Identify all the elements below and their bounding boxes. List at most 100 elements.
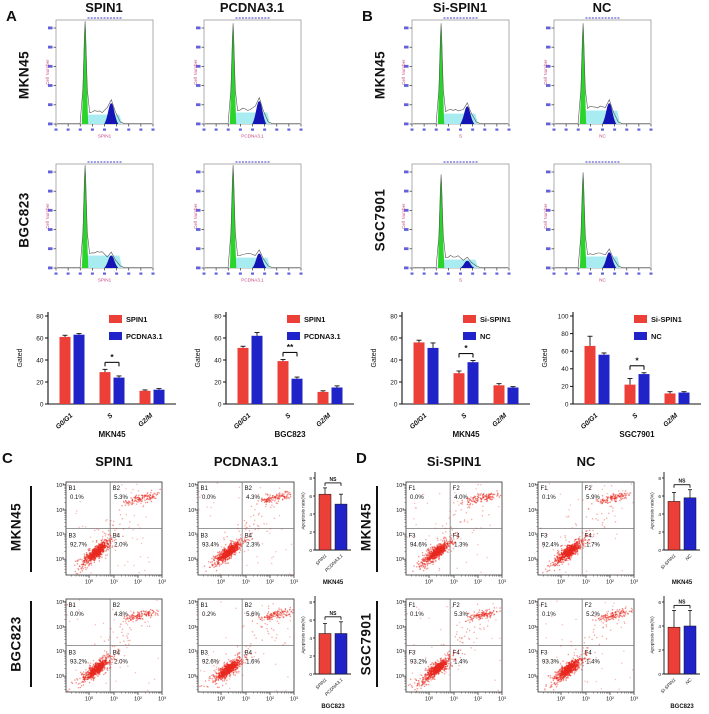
- axis-tick-mark: [287, 272, 291, 275]
- axis-tick-mark: [48, 26, 53, 30]
- quadrant-name: B1: [69, 486, 77, 492]
- quadrant-value: 92.6%: [202, 660, 220, 666]
- apoptosis-bar-chart: 0 2 4 6 8 Apoptosis rate(%) SPIN1 PCDNA3.1 NS MKN…: [299, 458, 357, 595]
- axis-tick-mark: [238, 128, 242, 131]
- apoptosis-scatter-plot: 10³ 10² 10¹ 10⁰ 10⁰ 10¹ 10² 10³ B1 0.1% B2 5.3% B3 92…: [38, 480, 168, 599]
- hist-x-axis-label: PCDNA3.1: [241, 134, 264, 139]
- axis-tick-mark: [263, 272, 267, 275]
- hist-x-axis-label: S: [459, 134, 462, 139]
- x-tick-label: 10¹: [450, 580, 458, 586]
- bar-PCDNA3.1: [113, 377, 125, 404]
- plot-frame: [411, 163, 510, 269]
- bar-Si-SPIN1: [624, 384, 636, 404]
- hist-x-axis-label: PCDNA3.1: [241, 278, 264, 283]
- cell-cycle-histogram: Cell Number S: [398, 14, 516, 151]
- quadrant-value: 93.4%: [202, 543, 220, 549]
- x-tick-label: 10¹: [450, 697, 458, 703]
- axis-tick-mark: [66, 272, 70, 275]
- y-tick-label: 2: [309, 654, 312, 660]
- axis-tick-mark: [48, 189, 53, 193]
- bar-PCDNA3.1: [291, 378, 303, 404]
- x-tick-label: 10²: [474, 697, 482, 703]
- cell-cycle-histogram: Cell Number SPIN1: [42, 14, 160, 151]
- y-tick-label: 10²: [188, 625, 196, 631]
- y-tick-label: 10¹: [188, 532, 196, 538]
- bar-Si-SPIN1: [453, 373, 465, 404]
- x-category-label: Si-SPIN1: [660, 553, 677, 570]
- panel-d-col-header-1: Si-SPIN1: [426, 454, 482, 469]
- y-tick-label: 4: [658, 512, 661, 518]
- bar-SPIN1: [277, 361, 289, 404]
- quadrant-name: F4: [585, 651, 593, 657]
- quadrant-value: 0.2%: [202, 612, 216, 618]
- axis-tick-mark: [78, 128, 82, 131]
- axis-tick-mark: [546, 84, 551, 87]
- axis-tick-mark: [139, 272, 143, 275]
- y-tick-label: 4: [309, 512, 312, 518]
- hist-y-axis-label: Cell Number: [401, 59, 406, 85]
- y-tick-label: 10³: [528, 483, 536, 489]
- plot-frame: [553, 19, 652, 125]
- axis-tick-mark: [546, 266, 551, 270]
- bar-NC: [507, 387, 519, 404]
- x-category-label: S: [631, 412, 639, 421]
- x-tick-label: 10²: [606, 697, 614, 703]
- hist-x-axis-label: S: [459, 278, 462, 283]
- x-tick-label: 10²: [134, 697, 142, 703]
- axis-tick-mark: [214, 128, 218, 131]
- y-tick-label: 80: [561, 331, 569, 338]
- axis-tick-mark: [483, 272, 487, 275]
- axis-tick-mark: [404, 64, 409, 68]
- bar-PCDNA3.1: [334, 633, 348, 675]
- bar-SPIN1: [318, 633, 332, 675]
- quadrant-name: F3: [541, 534, 549, 540]
- axis-tick-mark: [613, 272, 617, 275]
- y-tick-label: 10²: [528, 508, 536, 514]
- axis-tick-mark: [90, 128, 94, 131]
- quadrant-value: 1.4%: [586, 660, 600, 666]
- y-tick-label: 2: [309, 530, 312, 536]
- row-axis-line: [30, 601, 32, 687]
- quadrant-value: 93.3%: [542, 660, 560, 666]
- axis-tick-mark: [287, 128, 291, 131]
- axis-tick-mark: [446, 272, 450, 275]
- legend-label: NC: [651, 332, 662, 341]
- axis-tick-mark: [196, 84, 201, 87]
- plot-frame: [411, 19, 510, 125]
- row-axis-line: [376, 601, 378, 687]
- axis-tick-mark: [48, 170, 53, 174]
- significance-label: **: [287, 342, 294, 352]
- y-tick-label: 10³: [188, 483, 196, 489]
- x-category-label: G2/M: [491, 412, 508, 429]
- y-tick-label: 10¹: [56, 532, 64, 538]
- quadrant-name: B4: [245, 534, 253, 540]
- axis-tick-mark: [196, 228, 201, 231]
- y-tick-label: 10²: [396, 625, 404, 631]
- quadrant-name: B1: [69, 603, 77, 609]
- axis-tick-mark: [196, 45, 201, 49]
- apoptosis-scatter-plot: 10³ 10² 10¹ 10⁰ 10⁰ 10¹ 10² 10³ B1 0.0% B2 4.3% B3 93…: [170, 480, 300, 599]
- legend-swatch: [634, 315, 647, 323]
- axis-tick-mark: [507, 272, 511, 275]
- bar-SPIN1: [59, 336, 71, 404]
- bar-NC: [638, 374, 650, 404]
- bar-NC: [598, 354, 610, 404]
- quadrant-value: 1.6%: [246, 660, 260, 666]
- chart-title: MKN45: [672, 580, 693, 586]
- quadrant-value: 93.2%: [410, 660, 428, 666]
- axis-tick-mark: [564, 272, 568, 275]
- axis-tick-mark: [54, 272, 58, 275]
- y-tick-label: 10¹: [528, 532, 536, 538]
- quadrant-name: B1: [201, 603, 209, 609]
- axis-tick-mark: [404, 170, 409, 174]
- quadrant-name: F1: [541, 603, 549, 609]
- y-tick-label: 10²: [188, 508, 196, 514]
- quadrant-value: 5.3%: [454, 612, 468, 618]
- axis-tick-mark: [637, 128, 641, 131]
- quadrant-name: B3: [69, 534, 77, 540]
- axis-tick-mark: [103, 272, 106, 275]
- chart-title: MKN45: [98, 430, 126, 439]
- hist-y-axis-label: Cell Number: [543, 203, 548, 229]
- quadrant-name: F2: [585, 486, 593, 492]
